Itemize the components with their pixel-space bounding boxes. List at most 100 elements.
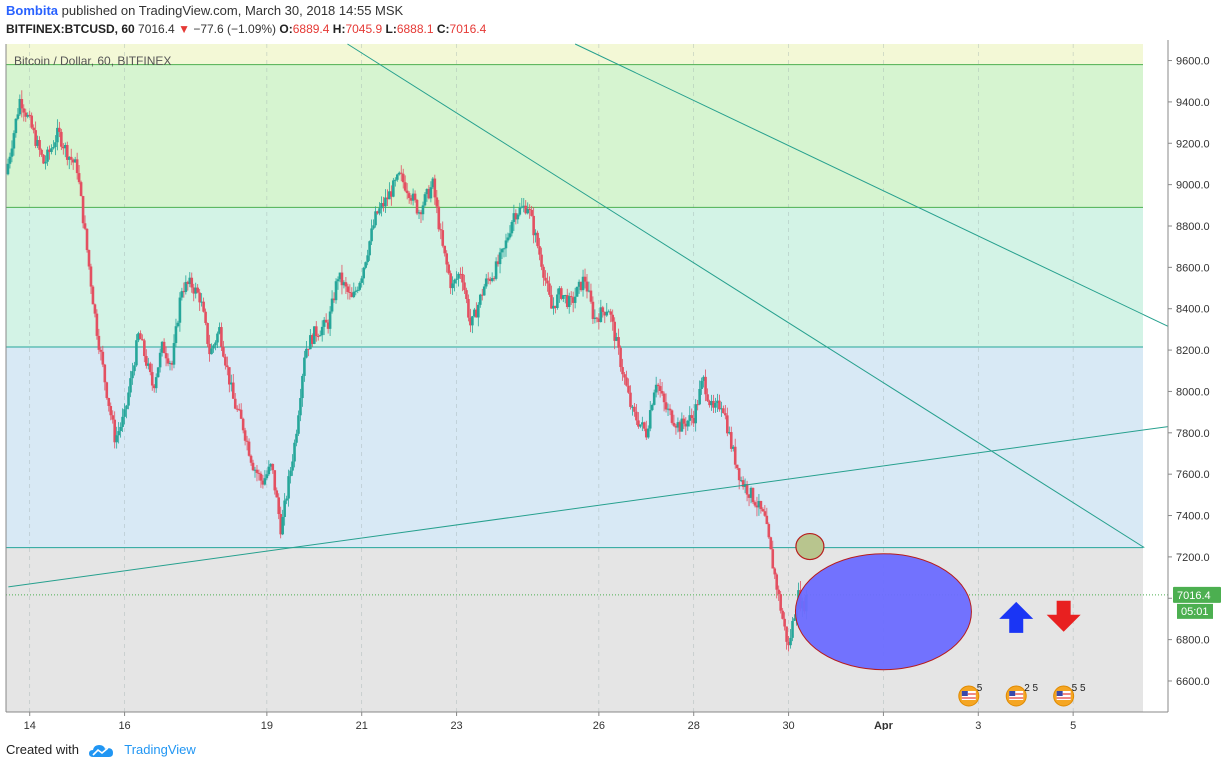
price-axis[interactable]: 6600.06800.07000.07200.07400.07600.07800… xyxy=(1167,40,1226,712)
candle-body xyxy=(378,208,381,214)
candle-113 xyxy=(229,374,233,392)
last-price-tag[interactable]: 7016.4 05:01 xyxy=(1173,586,1221,619)
candle-body xyxy=(793,618,796,621)
candle-50 xyxy=(105,381,109,400)
trendline-2[interactable] xyxy=(574,43,1169,327)
time-axis[interactable]: 14 16 19 21 23 26 28 30 Apr 3 5 xyxy=(5,44,1168,730)
candle-body xyxy=(692,417,696,424)
candle-body xyxy=(259,473,263,481)
candle-body xyxy=(174,326,178,344)
price-chart[interactable]: 5 2 5 5 5 6600.06800.07000.07200.07400.076… xyxy=(0,40,1226,730)
candle-395 xyxy=(787,636,790,652)
candle-365 xyxy=(727,426,731,435)
candle-body xyxy=(512,213,516,222)
candle-118 xyxy=(239,403,243,419)
time-tick-label: 14 xyxy=(24,720,36,730)
candle-body xyxy=(388,191,391,200)
candle-body xyxy=(556,294,559,308)
candle-body xyxy=(239,409,243,419)
arrow-down-icon[interactable] xyxy=(1046,600,1081,632)
candle-body xyxy=(731,446,735,449)
candle-217 xyxy=(435,190,439,214)
author-link[interactable]: Bombita xyxy=(6,3,58,18)
candle-290 xyxy=(579,281,583,292)
candle-body xyxy=(273,470,277,491)
candle-147 xyxy=(297,410,300,437)
candle-body xyxy=(257,472,261,474)
candle-57 xyxy=(119,422,122,438)
event-flag-0[interactable]: 5 xyxy=(958,683,983,707)
candle-366 xyxy=(729,426,733,452)
candle-206 xyxy=(413,190,417,203)
candle-112 xyxy=(228,367,231,393)
candle-91 xyxy=(186,280,190,291)
candle-75 xyxy=(154,373,158,393)
candle-37 xyxy=(79,180,83,197)
candle-62 xyxy=(129,370,132,398)
candle-329 xyxy=(656,382,660,395)
event-flag-1[interactable]: 2 5 xyxy=(1005,683,1039,707)
candle-333 xyxy=(664,393,668,413)
close-label: C: xyxy=(436,22,450,36)
candle-body xyxy=(625,377,628,386)
candle-body xyxy=(514,213,518,220)
forecast-ellipse[interactable] xyxy=(794,553,972,671)
tradingview-link[interactable]: TradingView xyxy=(124,742,196,757)
candle-180 xyxy=(362,266,365,285)
candle-body xyxy=(779,594,782,611)
candle-292 xyxy=(583,268,587,289)
trendline-0[interactable] xyxy=(8,426,1169,588)
candle-338 xyxy=(674,423,678,435)
candle-body xyxy=(143,340,146,357)
candle-140 xyxy=(283,493,286,526)
candle-92 xyxy=(188,272,192,288)
candle-146 xyxy=(295,429,298,447)
candle-283 xyxy=(565,288,569,309)
candle-316 xyxy=(631,404,634,416)
candle-body xyxy=(200,301,203,303)
candle-23 xyxy=(52,140,55,150)
candle-body xyxy=(334,281,338,301)
candle-body xyxy=(623,374,626,378)
candle-body xyxy=(433,178,437,198)
candle-body xyxy=(228,367,231,385)
trendlines[interactable] xyxy=(8,43,1169,588)
candle-body xyxy=(14,118,18,134)
candle-body xyxy=(83,223,87,229)
resistance-ellipse[interactable] xyxy=(795,532,825,561)
candle-344 xyxy=(686,419,690,431)
candle-273 xyxy=(546,272,549,292)
arrow-up-icon[interactable] xyxy=(999,601,1034,633)
candle-319 xyxy=(637,412,640,429)
candle-17 xyxy=(40,148,43,157)
candle-5 xyxy=(16,108,20,121)
candle-body xyxy=(504,240,508,249)
candle-body xyxy=(751,487,755,503)
candle-174 xyxy=(350,287,354,298)
candle-body xyxy=(654,384,658,393)
candle-353 xyxy=(704,369,707,402)
candle-body xyxy=(563,295,567,297)
candle-312 xyxy=(623,371,626,385)
candle-body xyxy=(599,307,603,322)
candle-22 xyxy=(50,144,53,155)
candle-body xyxy=(271,463,275,471)
event-flag-2[interactable]: 5 5 xyxy=(1053,683,1086,707)
candle-233 xyxy=(467,294,470,322)
price-tick-label: 8000.0 xyxy=(1176,386,1210,398)
candle-11 xyxy=(28,110,32,118)
trendline-1[interactable] xyxy=(347,43,1145,549)
candle-body xyxy=(550,294,553,309)
candle-166 xyxy=(334,278,338,304)
candle-body xyxy=(714,402,717,408)
candle-body xyxy=(170,362,174,365)
candle-394 xyxy=(785,626,788,650)
candle-336 xyxy=(670,409,674,425)
candle-body xyxy=(749,487,753,498)
candle-185 xyxy=(372,219,375,230)
flag-canton xyxy=(1056,691,1063,696)
candle-368 xyxy=(733,438,737,469)
candle-47 xyxy=(99,346,103,361)
candle-371 xyxy=(739,476,743,483)
annotations[interactable]: 5 2 5 5 5 xyxy=(794,532,1086,707)
